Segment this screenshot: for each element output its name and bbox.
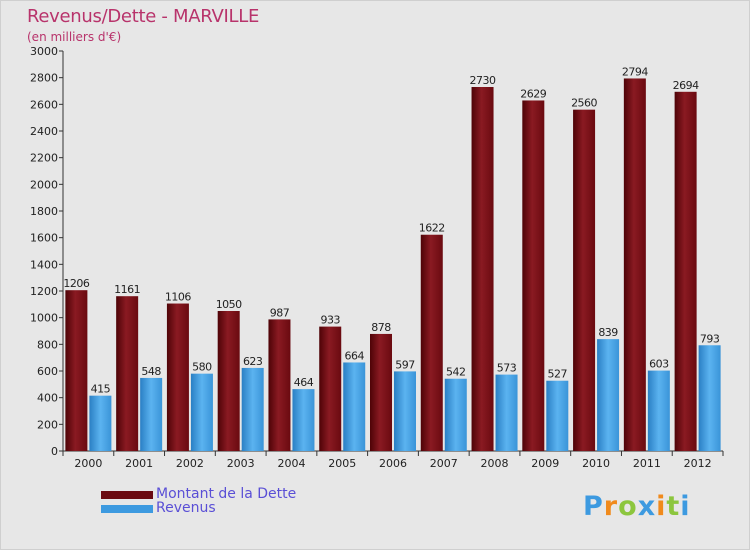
data-label-dette: 2794 xyxy=(622,65,648,78)
bar-dette xyxy=(217,311,240,451)
data-label-revenus: 839 xyxy=(598,326,618,339)
bar-dette xyxy=(674,91,697,452)
data-label-revenus: 793 xyxy=(700,332,720,345)
bar-revenus xyxy=(241,367,264,451)
data-label-revenus: 548 xyxy=(141,365,161,378)
bar-revenus xyxy=(394,371,416,451)
logo-letter: i xyxy=(656,491,667,522)
y-tick-label: 1800 xyxy=(30,205,58,218)
y-tick-label: 1200 xyxy=(30,285,58,298)
bar-revenus xyxy=(89,395,112,451)
bar-revenus xyxy=(647,370,670,451)
legend-label-revenus: Revenus xyxy=(156,500,216,516)
x-tick-label: 2010 xyxy=(582,457,610,470)
y-tick-label: 2200 xyxy=(30,152,58,165)
y-tick-label: 1600 xyxy=(30,232,58,245)
bar-dette xyxy=(268,319,291,451)
data-label-dette: 1106 xyxy=(165,291,191,304)
y-tick-label: 2800 xyxy=(30,72,58,85)
bar-dette xyxy=(623,78,646,451)
bar-revenus xyxy=(292,389,315,451)
bar-revenus xyxy=(495,374,518,451)
x-tick-label: 2000 xyxy=(74,457,102,470)
logo-letter: t xyxy=(666,491,681,522)
data-label-dette: 1161 xyxy=(114,283,140,296)
x-tick-label: 2009 xyxy=(531,457,559,470)
data-label-dette: 1622 xyxy=(419,222,445,235)
data-label-revenus: 573 xyxy=(497,362,517,375)
logo-letter: x xyxy=(637,491,657,522)
y-tick-label: 1400 xyxy=(30,258,58,271)
bar-dette xyxy=(166,303,189,451)
logo-letter: i xyxy=(680,491,691,522)
bar-dette xyxy=(65,290,88,451)
bar-dette xyxy=(522,100,545,451)
bar-dette xyxy=(471,87,494,451)
logo-letter: o xyxy=(618,491,638,522)
x-tick-label: 2008 xyxy=(481,457,509,470)
data-label-revenus: 597 xyxy=(395,358,415,371)
x-tick-label: 2005 xyxy=(328,457,356,470)
data-label-revenus: 623 xyxy=(243,355,263,368)
logo-letter: r xyxy=(603,491,619,522)
data-label-dette: 1206 xyxy=(63,277,89,290)
data-labels: 1206 415 1161 548 1106 580 1050 623 987 464 933 664… xyxy=(63,65,720,396)
y-tick-label: 600 xyxy=(37,365,58,378)
chart-title: Revenus/Dette - MARVILLE xyxy=(27,6,260,27)
data-label-dette: 1050 xyxy=(216,298,242,311)
data-label-dette: 2560 xyxy=(571,97,597,110)
data-label-revenus: 542 xyxy=(446,366,466,379)
bar-revenus xyxy=(343,362,366,451)
data-label-dette: 2629 xyxy=(520,87,546,100)
data-label-dette: 987 xyxy=(270,306,290,319)
y-tick-label: 3000 xyxy=(30,45,58,58)
data-label-dette: 933 xyxy=(320,314,340,327)
data-label-revenus: 603 xyxy=(649,358,669,371)
bar-revenus xyxy=(698,345,721,451)
bars xyxy=(65,78,721,452)
data-label-dette: 2694 xyxy=(673,79,699,92)
bar-revenus xyxy=(597,339,620,451)
x-tick-label: 2011 xyxy=(633,457,661,470)
y-tick-label: 400 xyxy=(37,392,58,405)
y-tick-label: 2000 xyxy=(30,178,58,191)
bar-dette xyxy=(420,234,443,451)
bar-revenus xyxy=(546,380,569,451)
y-tick-label: 1000 xyxy=(30,312,58,325)
x-tick-label: 2003 xyxy=(227,457,255,470)
y-tick-label: 800 xyxy=(37,338,58,351)
chart-subtitle: (en milliers d'€) xyxy=(27,30,122,44)
data-label-revenus: 415 xyxy=(91,383,111,396)
legend-swatch-dette xyxy=(101,491,153,499)
proxiti-logo: Proxiti xyxy=(583,491,691,522)
bar-revenus xyxy=(140,377,163,451)
y-tick-label: 2400 xyxy=(30,125,58,138)
bar-dette xyxy=(116,296,139,451)
data-label-revenus: 580 xyxy=(192,361,212,374)
x-tick-label: 2004 xyxy=(277,457,305,470)
x-tick-label: 2006 xyxy=(379,457,407,470)
data-label-revenus: 527 xyxy=(548,368,568,381)
x-tick-label: 2001 xyxy=(125,457,153,470)
data-label-revenus: 464 xyxy=(294,376,314,389)
legend-label-dette: Montant de la Dette xyxy=(156,486,297,502)
bar-revenus xyxy=(190,373,213,451)
data-label-revenus: 664 xyxy=(344,349,364,362)
x-tick-label: 2012 xyxy=(684,457,712,470)
x-tick-label: 2002 xyxy=(176,457,204,470)
bar-revenus xyxy=(444,378,467,451)
x-tick-label: 2007 xyxy=(430,457,458,470)
bar-dette xyxy=(319,326,342,451)
bar-dette xyxy=(370,333,392,451)
data-label-dette: 878 xyxy=(371,321,391,334)
y-tick-label: 2600 xyxy=(30,98,58,111)
bar-dette xyxy=(573,109,596,452)
y-tick-label: 200 xyxy=(37,418,58,431)
logo-letter: P xyxy=(583,491,604,522)
legend-swatch-revenus xyxy=(101,505,153,513)
data-label-dette: 2730 xyxy=(470,74,496,87)
y-tick-label: 0 xyxy=(51,445,58,458)
